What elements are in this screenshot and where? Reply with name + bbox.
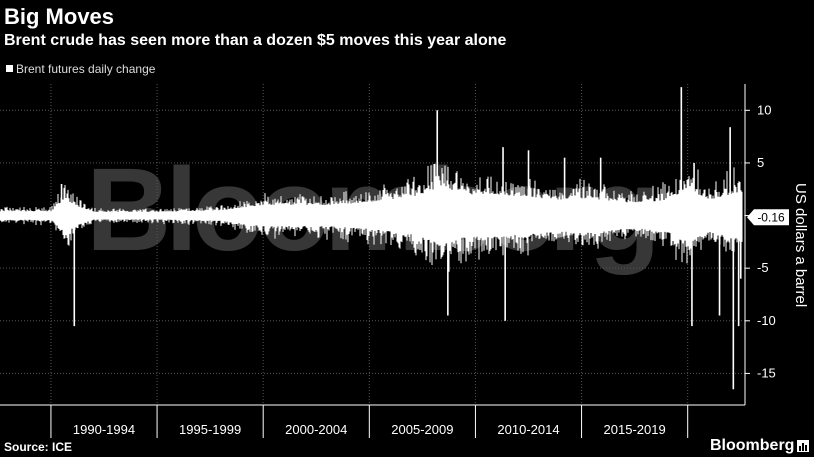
x-tick-label: 2015-2019 <box>604 422 666 437</box>
x-tick-label: 1990-1994 <box>73 422 135 437</box>
last-value-callout: -0.16 <box>747 209 789 226</box>
y-tick-label: -5 <box>757 260 769 275</box>
legend-label: Brent futures daily change <box>16 62 156 76</box>
bar-chart-icon <box>797 440 809 452</box>
y-tick-label: 5 <box>757 155 764 170</box>
chart-title: Big Moves <box>4 4 115 29</box>
y-tick-label: -10 <box>757 313 776 328</box>
y-tick-label: -15 <box>757 365 776 380</box>
data-bars <box>0 87 743 390</box>
x-tick-label: 2005-2009 <box>391 422 453 437</box>
gridlines <box>0 84 745 405</box>
legend: Brent futures daily change <box>6 62 155 76</box>
brand-logo-text: Bloomberg <box>710 437 795 454</box>
y-tick-label: 10 <box>757 102 771 117</box>
axes: 10 5 -5 -10 -15 1990-1994 1995-1999 2000-2004 20… <box>0 84 789 438</box>
source-note: Source: ICE <box>4 440 73 454</box>
y-axis-label: US dollars a barrel <box>792 182 809 308</box>
chart-subtitle: Brent crude has seen more than a dozen $… <box>4 32 507 49</box>
x-tick-label: 1995-1999 <box>179 422 241 437</box>
legend-swatch <box>6 65 13 72</box>
last-value-box <box>747 209 789 226</box>
x-tick-label: 2010-2014 <box>497 422 559 437</box>
x-tick-label: 2000-2004 <box>285 422 347 437</box>
last-value-label: -0.16 <box>757 211 785 225</box>
